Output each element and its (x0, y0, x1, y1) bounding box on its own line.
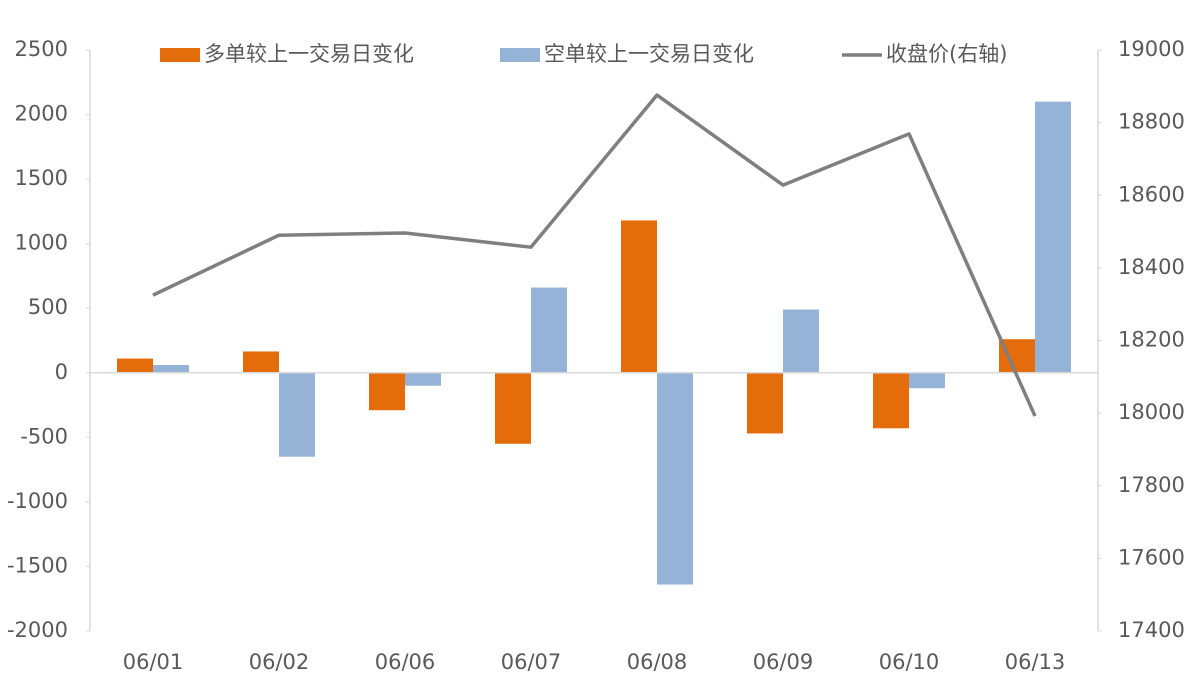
y2-tick-label: 18000 (1118, 400, 1185, 424)
legend-swatch (500, 48, 540, 62)
x-tick-label: 06/01 (123, 650, 184, 674)
y-tick-label: 0 (55, 360, 68, 384)
x-tick-label: 06/09 (753, 650, 814, 674)
y2-tick-label: 18400 (1118, 255, 1185, 279)
y-tick-label: 1500 (15, 166, 68, 190)
legend-label: 收盘价(右轴) (886, 42, 1007, 66)
x-tick-label: 06/13 (1005, 650, 1066, 674)
x-tick-label: 06/07 (501, 650, 562, 674)
bar (279, 372, 315, 457)
bar (873, 372, 909, 429)
bar (747, 372, 783, 434)
y2-tick-label: 18600 (1118, 182, 1185, 206)
line (152, 93, 1037, 417)
bar (621, 220, 657, 373)
y-tick-label: -500 (20, 424, 68, 448)
legend-swatch (160, 48, 200, 62)
bar (117, 358, 153, 373)
y-tick-label: 2000 (15, 102, 68, 126)
x-tick-label: 06/06 (375, 650, 436, 674)
bar (657, 372, 693, 585)
bar (1035, 101, 1071, 373)
y-tick-label: -2000 (7, 618, 68, 642)
y-tick-label: -1500 (7, 553, 68, 577)
y-tick-label: -1000 (7, 489, 68, 513)
y-tick-label: 1000 (15, 231, 68, 255)
y2-tick-label: 17800 (1118, 473, 1185, 497)
bar (369, 372, 405, 411)
x-tick-label: 06/10 (879, 650, 940, 674)
y2-tick-label: 18200 (1118, 328, 1185, 352)
legend-label: 空单较上一交易日变化 (544, 42, 754, 66)
y2-tick-label: 17600 (1118, 545, 1185, 569)
bar (909, 372, 945, 389)
x-tick-label: 06/08 (627, 650, 688, 674)
bar (405, 372, 441, 386)
legend-label: 多单较上一交易日变化 (204, 42, 414, 66)
y-tick-label: 2500 (15, 37, 68, 61)
bar (243, 351, 279, 373)
bar (531, 287, 567, 373)
y2-tick-label: 19000 (1118, 37, 1185, 61)
bar (495, 372, 531, 444)
bar (783, 309, 819, 373)
y2-tick-label: 17400 (1118, 618, 1185, 642)
bar (153, 365, 189, 373)
y-tick-label: 500 (28, 295, 68, 319)
y2-tick-label: 18800 (1118, 110, 1185, 134)
x-tick-label: 06/02 (249, 650, 310, 674)
